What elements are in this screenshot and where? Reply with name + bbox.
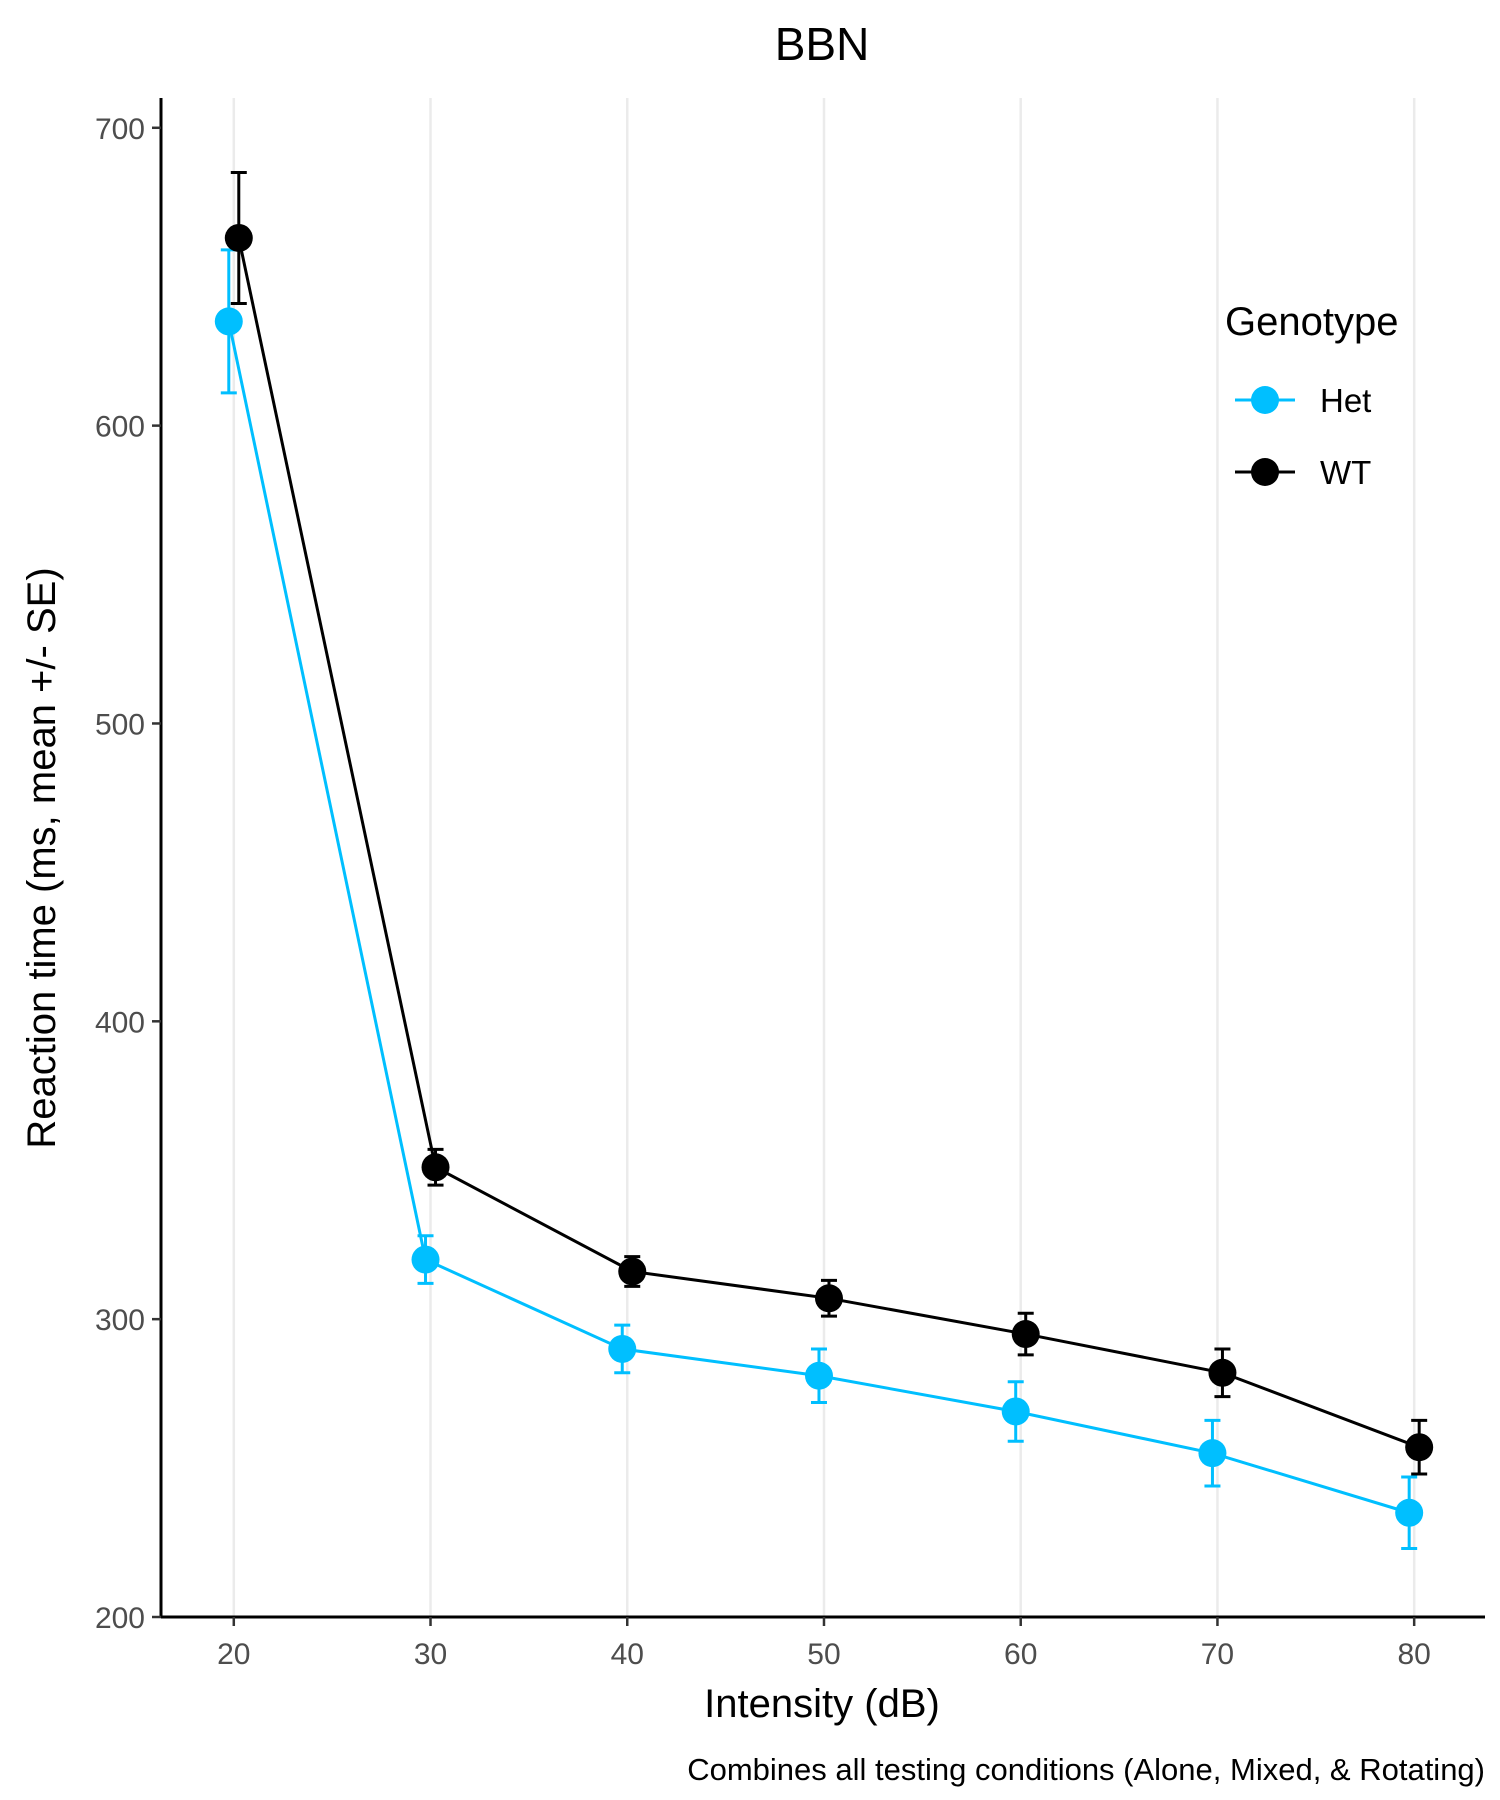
- series-wt: [224, 170, 1434, 1476]
- x-axis-title: Intensity (dB): [704, 1682, 940, 1726]
- series-het: [214, 248, 1424, 1550]
- x-tick-label: 80: [1397, 1638, 1430, 1671]
- x-tick-label: 40: [611, 1638, 644, 1671]
- data-point: [804, 1361, 833, 1390]
- data-point: [1395, 1498, 1424, 1527]
- legend: Genotype Het WT: [1225, 300, 1398, 491]
- data-point: [1001, 1397, 1030, 1426]
- y-axis-title: Reaction time (ms, mean +/- SE): [20, 567, 64, 1148]
- y-tick-label: 500: [95, 708, 145, 741]
- tick-labels: 20 30 40 50 60 70 80 200 300 400 500 600 700: [95, 113, 1431, 1671]
- data-point: [1405, 1433, 1434, 1462]
- data-point: [421, 1153, 450, 1182]
- y-tick-label: 600: [95, 411, 145, 444]
- x-tick-label: 70: [1201, 1638, 1234, 1671]
- grid-lines: [232, 98, 1416, 1617]
- chart-caption: Combines all testing conditions (Alone, …: [687, 1752, 1485, 1787]
- legend-item-het: Het: [1235, 382, 1371, 419]
- data-point: [814, 1284, 843, 1313]
- legend-key-point: [1251, 458, 1279, 486]
- y-tick-label: 300: [95, 1304, 145, 1337]
- legend-title: Genotype: [1225, 300, 1398, 344]
- data-point: [411, 1245, 440, 1274]
- x-tick-label: 30: [414, 1638, 447, 1671]
- data-point: [618, 1257, 647, 1286]
- legend-item-wt: WT: [1235, 454, 1371, 491]
- y-tick-label: 400: [95, 1006, 145, 1039]
- y-tick-label: 700: [95, 113, 145, 146]
- series-line: [227, 321, 1410, 1515]
- chart-title: BBN: [775, 18, 870, 70]
- data-point: [214, 307, 243, 336]
- x-tick-label: 50: [807, 1638, 840, 1671]
- data-point: [224, 223, 253, 252]
- x-tick-label: 60: [1004, 1638, 1037, 1671]
- legend-key-point: [1251, 386, 1279, 414]
- data-point: [1011, 1320, 1040, 1349]
- data-point: [608, 1334, 637, 1363]
- legend-label: Het: [1320, 382, 1371, 419]
- y-tick-label: 200: [95, 1602, 145, 1635]
- x-tick-label: 20: [217, 1638, 250, 1671]
- series-layer: [214, 170, 1434, 1550]
- legend-label: WT: [1320, 454, 1371, 491]
- data-point: [1198, 1439, 1227, 1468]
- data-point: [1208, 1358, 1237, 1387]
